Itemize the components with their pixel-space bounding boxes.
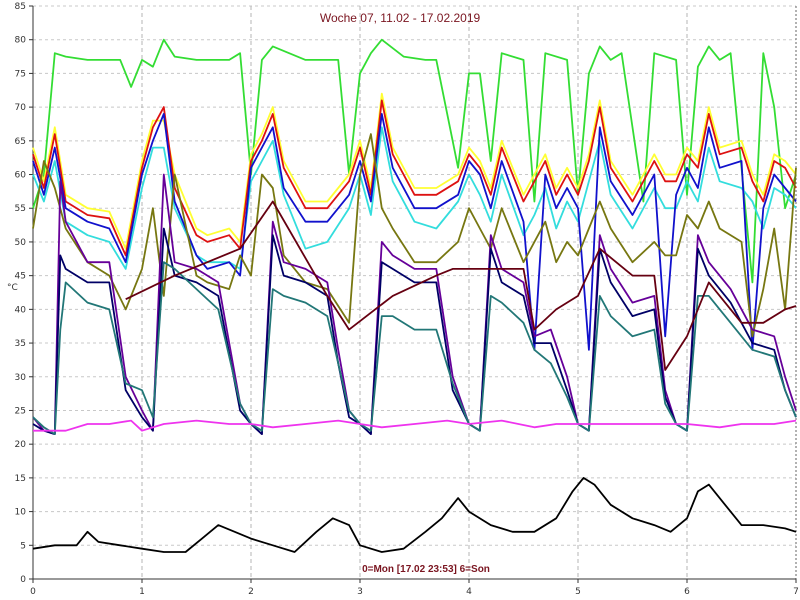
x-tick-label: 2 — [248, 587, 254, 597]
y-tick-label: 25 — [15, 406, 26, 416]
series-line-10 — [33, 419, 797, 432]
series-line-11 — [32, 476, 797, 553]
y-tick-label: 15 — [15, 474, 26, 484]
y-tick-label: 85 — [15, 2, 26, 12]
y-tick-label: 40 — [15, 305, 27, 315]
y-tick-label: 55 — [15, 204, 26, 214]
y-tick-label: 5 — [20, 541, 26, 551]
y-tick-label: 0 — [20, 575, 26, 585]
y-tick-label: 10 — [15, 508, 27, 518]
y-tick-label: 20 — [15, 440, 27, 450]
chart-title: Woche 07, 11.02 - 17.02.2019 — [320, 11, 481, 25]
series-line-4 — [32, 113, 797, 351]
x-tick-label: 0 — [30, 587, 36, 597]
x-tick-labels: 0 1 2 3 4 5 6 7 — [30, 579, 799, 597]
x-tick-label: 7 — [793, 587, 799, 597]
series-lines — [32, 38, 797, 553]
y-tick-label: 50 — [15, 238, 27, 248]
y-tick-label: 70 — [15, 103, 27, 113]
series-line-8 — [32, 261, 797, 436]
x-tick-label: 1 — [139, 587, 145, 597]
y-tick-labels: 0 5 10 15 20 25 30 35 40 45 50 55 60 65 70 75 80 85 — [15, 2, 33, 585]
x-tick-label: 5 — [575, 587, 581, 597]
y-tick-label: 30 — [15, 373, 27, 383]
series-line-5 — [32, 133, 797, 338]
x-tick-label: 6 — [684, 587, 690, 597]
y-tick-label: 45 — [15, 272, 26, 282]
series-line-3 — [32, 126, 797, 270]
chart-footer: 0=Mon [17.02 23:53] 6=Son — [362, 564, 490, 575]
y-tick-label: 35 — [15, 339, 26, 349]
y-tick-label: 75 — [15, 69, 26, 79]
y-tick-label: 80 — [15, 36, 27, 46]
y-axis-label: °C — [7, 283, 18, 293]
x-tick-label: 4 — [466, 587, 472, 597]
x-tick-label: 3 — [357, 587, 363, 597]
y-tick-label: 60 — [15, 171, 27, 181]
series-line-2 — [32, 99, 797, 257]
series-line-9 — [125, 200, 797, 371]
y-tick-label: 65 — [15, 137, 26, 147]
